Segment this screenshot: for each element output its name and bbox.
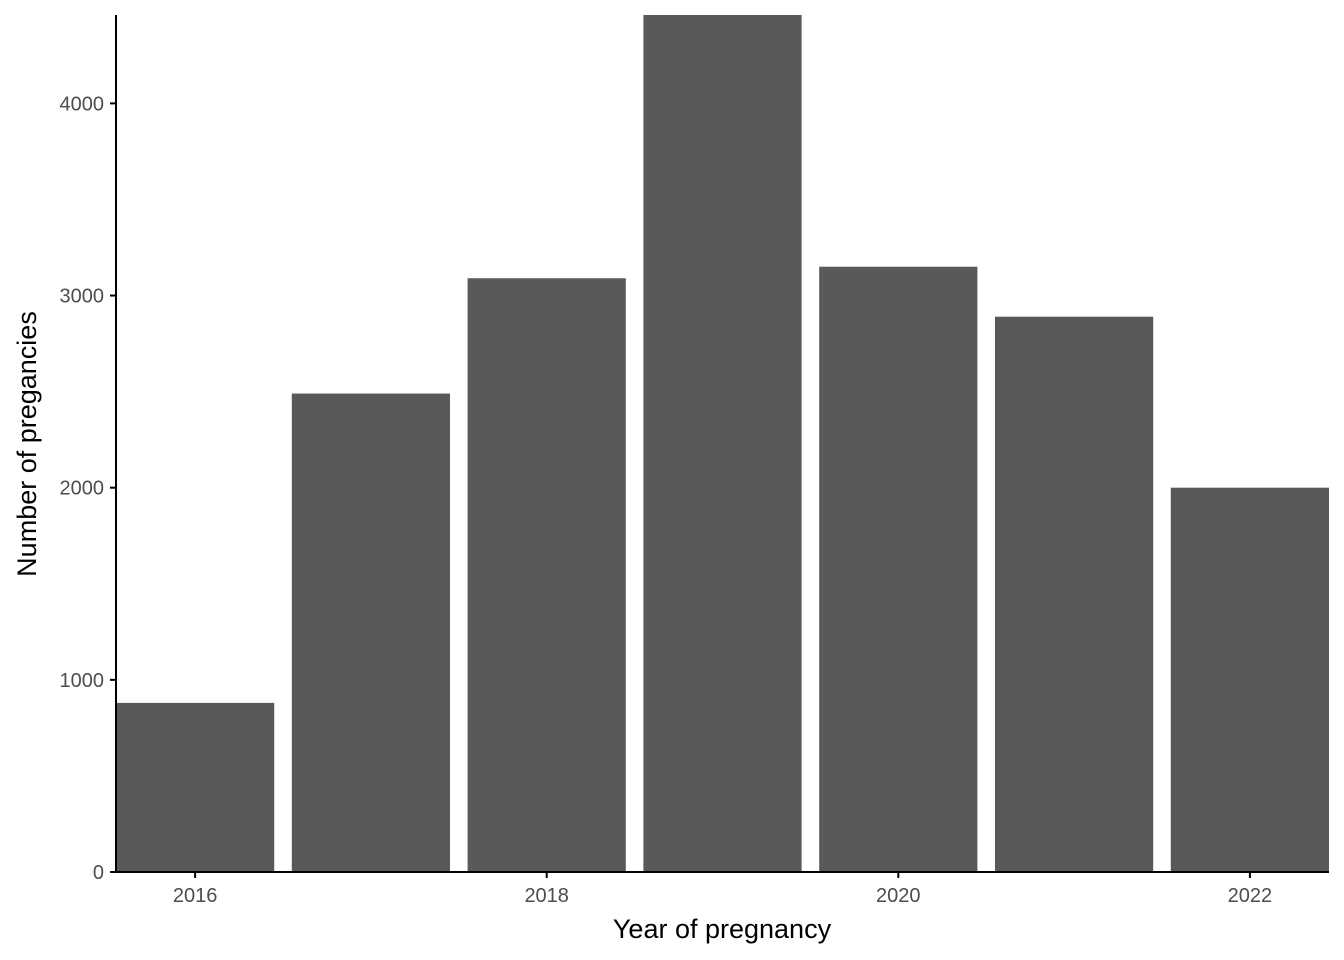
bar-2019 [643, 15, 802, 872]
bar-2016 [116, 702, 275, 872]
bar-2022 [1170, 487, 1329, 872]
bar-2020 [819, 266, 978, 872]
x-tick-label-2022: 2022 [1228, 885, 1273, 907]
bar-2018 [467, 278, 626, 872]
y-tick-label-4000: 4000 [60, 93, 105, 115]
x-tick-label-2016: 2016 [173, 885, 218, 907]
x-tick-label-2020: 2020 [876, 885, 921, 907]
bar-2021 [994, 316, 1154, 872]
y-axis-ticks: 0 1000 2000 3000 4000 [60, 93, 116, 884]
y-tick-label-3000: 3000 [60, 286, 105, 308]
y-tick-label-0: 0 [93, 862, 104, 884]
x-axis-title: Year of pregnancy [613, 914, 832, 944]
bars-group [116, 15, 1329, 872]
y-tick-label-2000: 2000 [60, 478, 105, 500]
y-tick-label-1000: 1000 [60, 670, 105, 692]
bar-2017 [291, 393, 451, 872]
x-tick-label-2018: 2018 [524, 885, 569, 907]
y-axis-title: Number of pregancies [12, 311, 42, 577]
x-axis-ticks: 2016 2018 2020 2022 [173, 872, 1272, 907]
